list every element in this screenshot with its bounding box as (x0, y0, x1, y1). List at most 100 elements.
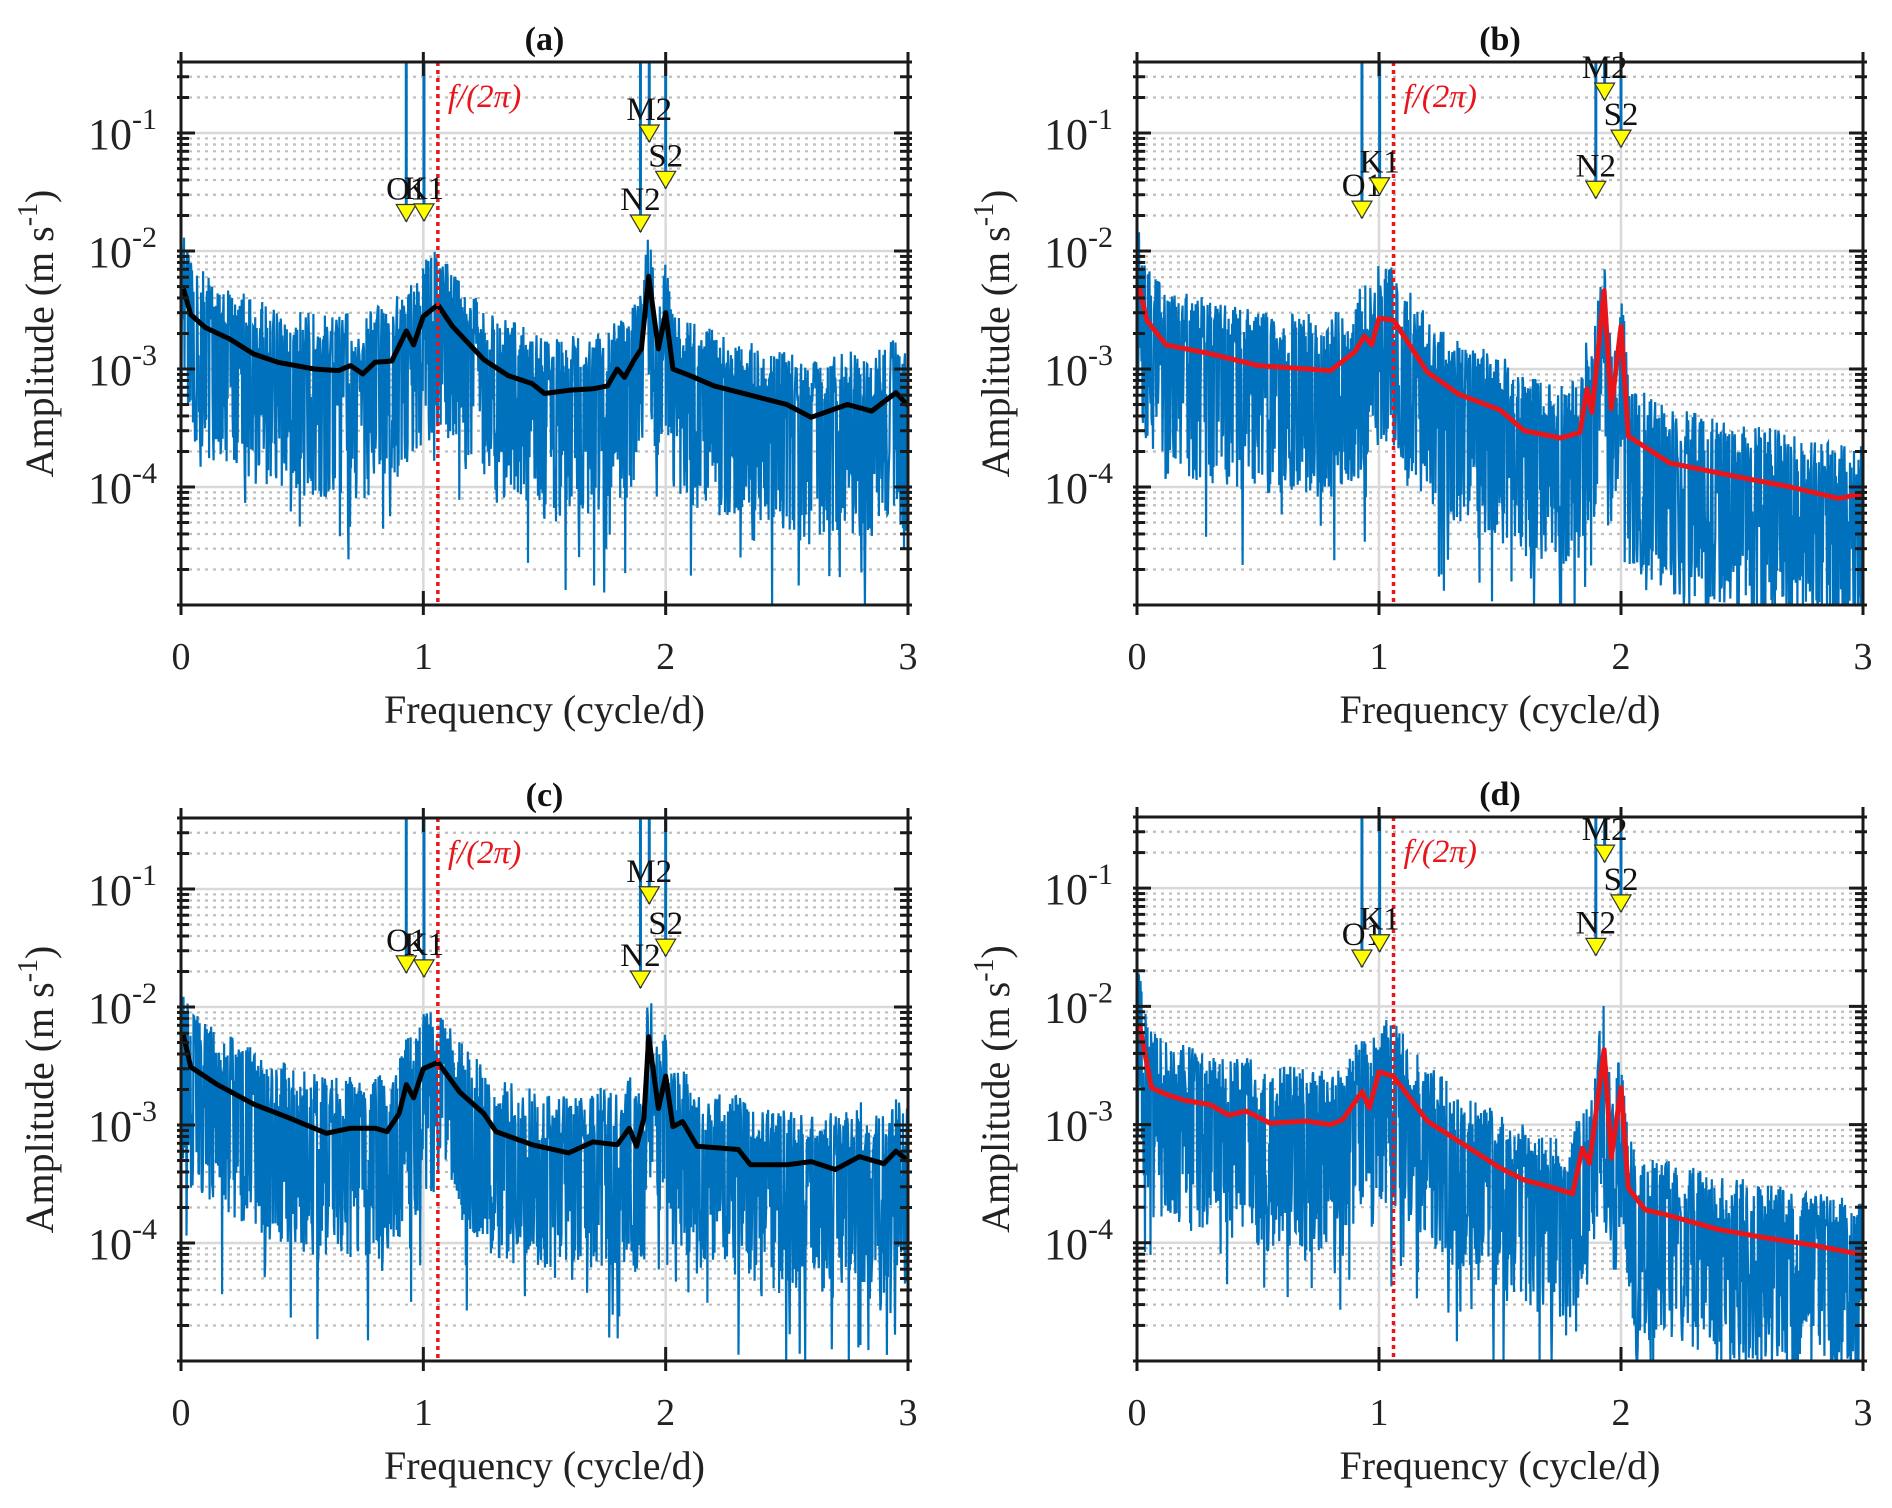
x-tick-label: 1 (414, 636, 433, 678)
constituent-marker-S2 (1609, 129, 1633, 149)
raw-spectrum-line (181, 151, 908, 605)
constituent-label-K1: K1 (1359, 145, 1399, 181)
y-tick-label: 10-4 (1044, 1213, 1113, 1269)
constituent-label-K1: K1 (404, 171, 444, 207)
panel-title: (d) (1479, 776, 1521, 813)
inertial-frequency-label: f/(2π) (1404, 834, 1477, 870)
smoothed-spectrum-line (1137, 1024, 1863, 1258)
raw-spectrum-line (1137, 871, 1863, 1361)
panel-title: (a) (525, 21, 565, 58)
x-tick-label: 1 (1370, 636, 1389, 678)
constituent-marker-M2 (638, 886, 661, 905)
panel-title: (c) (526, 777, 564, 814)
smoothed-spectrum-line (1137, 287, 1863, 501)
smoothed-spectrum-line (181, 1034, 908, 1172)
y-tick-label: 10-4 (88, 457, 157, 513)
x-axis-label: Frequency (cycle/d) (384, 687, 705, 732)
constituent-label-S2: S2 (1604, 862, 1639, 898)
y-tick-label: 10-2 (1044, 221, 1113, 277)
raw-spectrum-series (181, 62, 908, 605)
x-tick-label: 1 (1370, 1392, 1389, 1434)
y-tick-label: 10-4 (88, 1213, 157, 1269)
raw-spectrum-line (181, 875, 908, 1361)
inertial-frequency-label: f/(2π) (448, 835, 521, 871)
constituent-marker-K1 (1368, 934, 1391, 953)
constituent-marker-M2 (1593, 844, 1616, 864)
constituent-label-N2: N2 (620, 938, 660, 974)
constituent-marker-O1 (395, 955, 418, 974)
y-tick-label: 10-3 (1044, 1095, 1113, 1151)
constituent-marker-O1 (1350, 949, 1373, 969)
x-tick-label: 3 (1854, 636, 1873, 678)
y-tick-label: 10-1 (1044, 858, 1113, 914)
x-tick-label: 3 (1854, 1392, 1873, 1434)
constituent-label-S2: S2 (648, 906, 683, 942)
constituent-marker-N2 (1584, 180, 1607, 200)
raw-spectrum-line (1137, 179, 1863, 605)
constituent-marker-S2 (654, 170, 677, 190)
constituent-label-S2: S2 (1604, 97, 1639, 133)
y-tick-label: 10-3 (1044, 339, 1113, 395)
constituent-marker-S2 (654, 938, 677, 958)
raw-spectrum-series (181, 818, 908, 1361)
x-tick-label: 0 (1128, 636, 1147, 678)
y-tick-label: 10-1 (1044, 103, 1113, 159)
y-tick-label: 10-1 (88, 103, 157, 159)
smoothed-spectrum-line (181, 273, 908, 420)
constituent-label-N2: N2 (620, 182, 660, 218)
raw-spectrum-series (1137, 817, 1863, 1361)
x-tick-label: 3 (899, 636, 918, 678)
x-tick-label: 2 (656, 1392, 675, 1434)
x-tick-label: 2 (1612, 636, 1631, 678)
x-axis-label: Frequency (cycle/d) (1340, 687, 1661, 732)
x-tick-label: 0 (172, 1392, 191, 1434)
x-tick-label: 0 (1128, 1392, 1147, 1434)
x-axis-label: Frequency (cycle/d) (384, 1443, 705, 1488)
constituent-label-O1: O1 (386, 171, 426, 207)
constituent-marker-N2 (629, 214, 652, 234)
y-axis-label: Amplitude (m s-1) (969, 190, 1018, 478)
constituent-label-S2: S2 (648, 138, 683, 174)
constituent-label-M2: M2 (626, 92, 672, 128)
constituent-marker-K1 (412, 203, 436, 223)
inertial-frequency-label: f/(2π) (1404, 79, 1477, 115)
y-tick-label: 10-2 (88, 977, 157, 1033)
constituent-marker-K1 (1368, 177, 1391, 196)
constituent-marker-M2 (638, 124, 661, 144)
inertial-frequency-label: f/(2π) (448, 79, 521, 115)
constituent-marker-M2 (1593, 82, 1616, 102)
y-axis-label: Amplitude (m s-1) (969, 945, 1018, 1233)
x-tick-label: 3 (899, 1392, 918, 1434)
constituent-marker-S2 (1609, 894, 1633, 914)
constituent-label-K1: K1 (1359, 902, 1399, 938)
constituent-label-N2: N2 (1576, 148, 1616, 184)
y-tick-label: 10-3 (88, 1095, 157, 1151)
x-tick-label: 1 (414, 1392, 433, 1434)
x-tick-label: 2 (1612, 1392, 1631, 1434)
y-tick-label: 10-3 (88, 339, 157, 395)
x-tick-label: 0 (172, 636, 191, 678)
y-tick-label: 10-1 (88, 859, 157, 915)
constituent-label-K1: K1 (404, 927, 444, 963)
constituent-marker-N2 (629, 970, 652, 990)
constituent-marker-O1 (1350, 200, 1373, 220)
constituent-label-O1: O1 (386, 923, 426, 959)
y-tick-label: 10-2 (88, 221, 157, 277)
constituent-marker-K1 (412, 959, 436, 979)
constituent-label-M2: M2 (626, 854, 672, 890)
y-axis-label: Amplitude (m s-1) (13, 946, 62, 1234)
y-tick-label: 10-4 (1044, 457, 1113, 513)
constituent-label-N2: N2 (1576, 905, 1616, 941)
constituent-marker-O1 (395, 203, 418, 223)
y-axis-label: Amplitude (m s-1) (13, 190, 62, 478)
constituent-marker-N2 (1584, 937, 1607, 957)
x-tick-label: 2 (656, 636, 675, 678)
x-axis-label: Frequency (cycle/d) (1340, 1443, 1661, 1488)
panel-title: (b) (1479, 21, 1521, 58)
y-tick-label: 10-2 (1044, 976, 1113, 1032)
